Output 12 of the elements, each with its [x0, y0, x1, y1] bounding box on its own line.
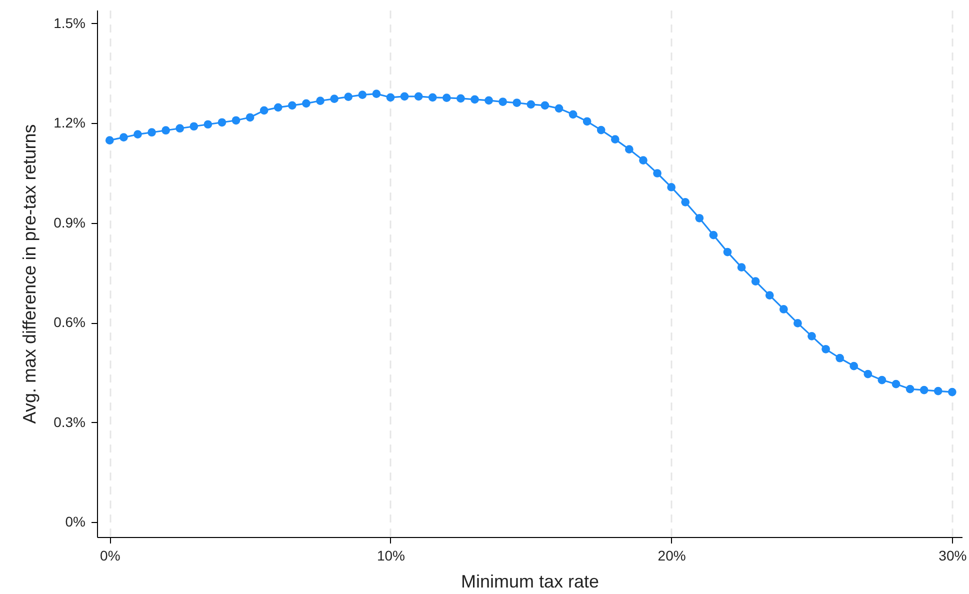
x-tick-label: 20% [658, 548, 686, 564]
y-axis-title: Avg. max difference in pre-tax returns [20, 124, 40, 424]
x-axis-title: Minimum tax rate [460, 572, 600, 592]
y-tick-label: 1.5% [54, 14, 86, 31]
y-tick-label: 1.2% [54, 114, 86, 131]
x-tick-label: 0% [100, 548, 120, 564]
y-tick-label: 0% [65, 514, 86, 530]
x-tick-label: 30% [938, 548, 967, 564]
y-tick-label: 0.6% [54, 314, 86, 330]
y-tick-label: 0.9% [54, 214, 86, 230]
x-tick-label: 10% [376, 548, 405, 564]
y-tick-label: 0.3% [54, 414, 86, 430]
